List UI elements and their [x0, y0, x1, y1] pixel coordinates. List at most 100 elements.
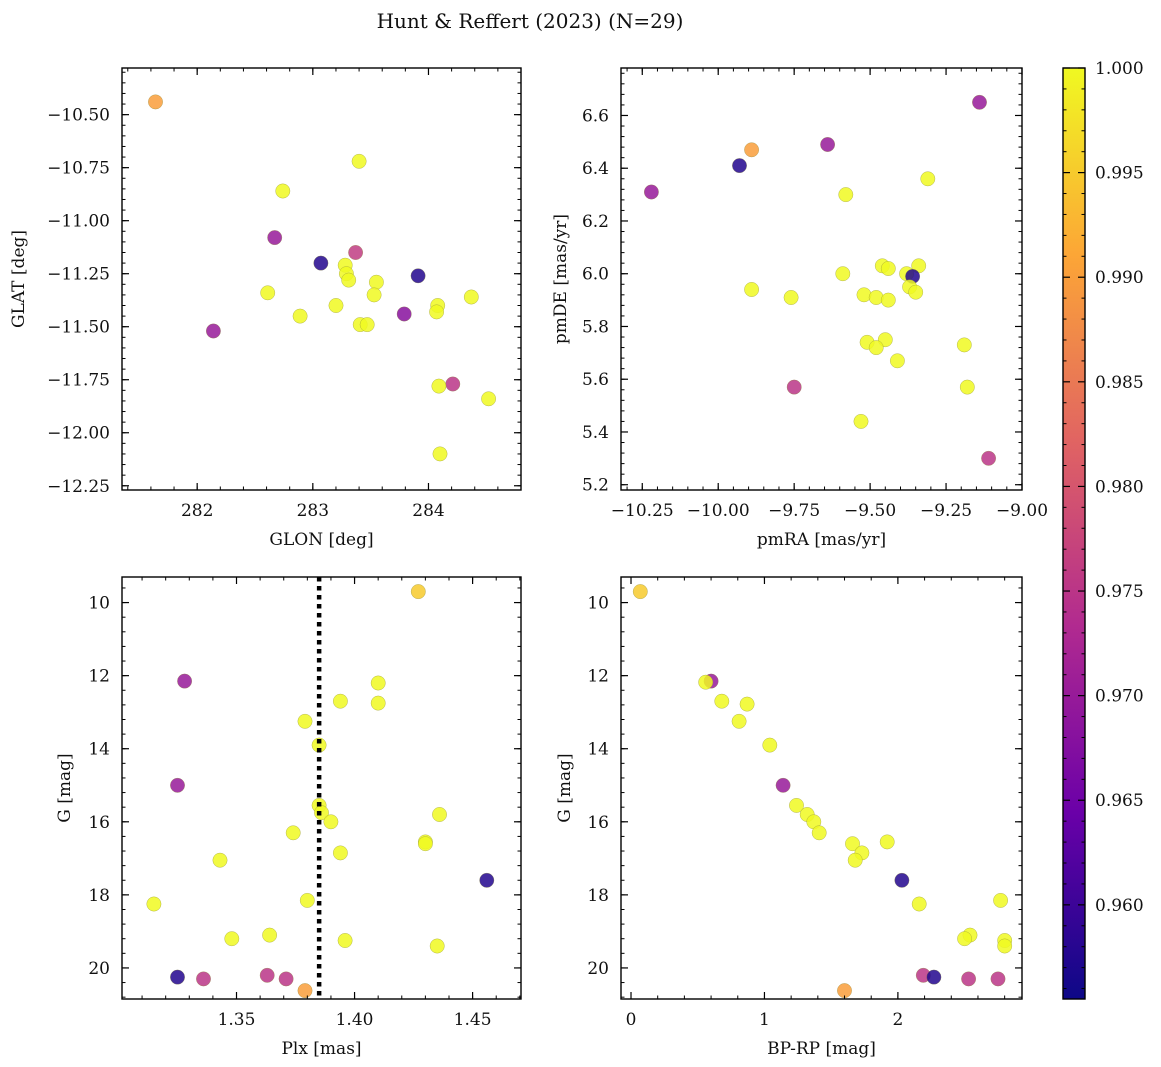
data-point: [262, 927, 278, 943]
data-point: [856, 287, 872, 303]
data-point: [314, 805, 329, 821]
y-tick-label: 6.6: [582, 106, 609, 126]
y-tick-label: 10: [587, 594, 609, 614]
data-point: [359, 317, 375, 333]
data-point: [292, 308, 308, 324]
data-point: [643, 184, 659, 200]
colorbar-tick-label: 0.990: [1095, 268, 1144, 288]
axes-frame: [121, 576, 522, 1000]
points-pm: [643, 94, 997, 466]
data-point: [370, 695, 386, 711]
data-point: [429, 938, 445, 954]
y-tick-label: −11.50: [47, 318, 110, 338]
data-point: [432, 807, 447, 822]
x-tick-label: 1.45: [454, 1010, 492, 1030]
data-point: [332, 845, 348, 861]
y-tick-label: −10.50: [47, 106, 110, 126]
data-point: [146, 896, 162, 912]
colorbar-tick-label: 0.985: [1095, 373, 1144, 393]
y-tick-label: 20: [88, 959, 110, 979]
colorbar-tick-label: 0.980: [1095, 477, 1144, 497]
data-point: [838, 187, 854, 203]
x-tick-label: 1: [759, 1010, 770, 1030]
data-point: [170, 777, 185, 793]
x-tick-label: 284: [412, 501, 444, 521]
x-axis-label: BP-RP [mag]: [767, 1039, 876, 1059]
data-point: [961, 971, 977, 987]
data-point: [431, 378, 447, 394]
data-point: [926, 969, 942, 985]
y-tick-label: 16: [88, 813, 110, 833]
data-point: [811, 825, 827, 841]
y-tick-label: −11.25: [47, 265, 110, 285]
data-point: [332, 693, 348, 709]
x-axis-label: GLON [deg]: [269, 530, 373, 550]
data-point: [205, 323, 221, 339]
panel-plx-g: 1.35 1.40 1.45 10 12 14 16 18 20 Plx [mas] G [mag]: [55, 576, 522, 1059]
data-point: [267, 230, 283, 246]
axes-frame: [121, 67, 522, 491]
data-point: [417, 836, 433, 852]
data-point: [920, 171, 936, 187]
data-point: [445, 376, 461, 392]
data-point: [196, 971, 211, 987]
data-point: [990, 971, 1006, 987]
data-point: [993, 892, 1009, 908]
points-glon-glat: [148, 94, 497, 462]
colorbar-tick-label: 1.000: [1095, 59, 1144, 79]
colorbar-tick-label: 0.995: [1095, 164, 1144, 184]
data-point: [366, 287, 382, 303]
y-axis-label: G [mag]: [555, 753, 575, 822]
data-point: [879, 834, 895, 850]
x-axis-label: Plx [mas]: [281, 1039, 361, 1059]
y-tick-label: 6.0: [582, 265, 609, 285]
data-point: [868, 290, 884, 305]
data-point: [732, 158, 747, 174]
data-point: [880, 261, 896, 276]
data-point: [224, 931, 240, 947]
data-point: [297, 983, 313, 999]
data-point: [337, 933, 353, 948]
data-point: [889, 353, 905, 369]
data-point: [731, 713, 747, 729]
y-tick-label: −11.00: [47, 212, 110, 232]
x-tick-label: −9.25: [920, 501, 972, 521]
x-tick-label: −9.00: [996, 501, 1048, 521]
axes-frame: [620, 67, 1023, 491]
data-point: [410, 268, 426, 284]
data-point: [835, 266, 851, 282]
data-point: [786, 379, 802, 395]
axes-frame: [620, 576, 1023, 1000]
data-point: [820, 137, 836, 152]
data-point: [845, 836, 860, 852]
colorbar-tick-label: 0.970: [1095, 687, 1144, 707]
x-tick-label: −10.25: [611, 501, 674, 521]
x-tick-label: 2: [892, 1010, 903, 1030]
y-axis-label: G [mag]: [55, 753, 75, 822]
data-point: [632, 584, 648, 600]
data-point: [847, 852, 863, 868]
data-point: [908, 284, 924, 300]
y-axis-label: pmDE [mas/yr]: [551, 214, 571, 344]
y-tick-label: 14: [88, 740, 110, 760]
colorbar-tick-label: 0.975: [1095, 582, 1144, 602]
data-point: [744, 142, 760, 158]
x-tick-label: 283: [297, 501, 329, 521]
data-point: [698, 674, 714, 690]
data-point: [348, 245, 364, 260]
data-point: [868, 340, 884, 356]
data-point: [410, 584, 426, 600]
x-tick-label: 1.35: [218, 1010, 256, 1030]
data-point: [323, 814, 339, 830]
x-tick-label: 0: [626, 1010, 637, 1030]
y-tick-label: 5.8: [582, 317, 609, 337]
y-tick-label: 5.6: [582, 370, 609, 390]
data-point: [341, 272, 357, 288]
data-point: [429, 304, 445, 320]
y-tick-label: 10: [88, 594, 110, 614]
data-point: [170, 969, 185, 985]
points-cmd: [632, 584, 1013, 999]
data-point: [278, 971, 294, 987]
x-tick-label: 1.40: [336, 1010, 374, 1030]
